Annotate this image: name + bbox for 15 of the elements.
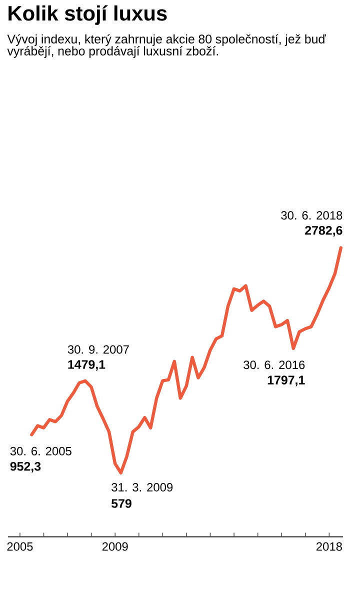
annotation: 30. 9. 2007	[68, 345, 129, 354]
annotation: 30. 6. 2005	[10, 446, 72, 456]
data-label: 2782,6	[305, 226, 342, 237]
data-label: 952,3	[10, 462, 41, 473]
data-label: 579	[111, 499, 132, 508]
x-tick-label: 2018	[316, 542, 342, 551]
annotation: 31. 3. 2009	[112, 483, 173, 492]
x-tick-label: 2005	[7, 542, 33, 551]
data-label: 1797,1	[268, 376, 305, 386]
data-label: 1479,1	[68, 360, 106, 371]
annotation: 30. 6. 2016	[244, 360, 305, 370]
annotation: 30. 6. 2018	[281, 211, 342, 220]
chart-subtitle: Vývoj indexu, který zahrnuje akcie 80 společností, jež buď vyrábějí, nebo prodávají luxusní zboží.	[7, 34, 326, 58]
x-tick-label: 2009	[102, 542, 128, 551]
chart-title: Kolik stojí luxus	[8, 5, 167, 25]
